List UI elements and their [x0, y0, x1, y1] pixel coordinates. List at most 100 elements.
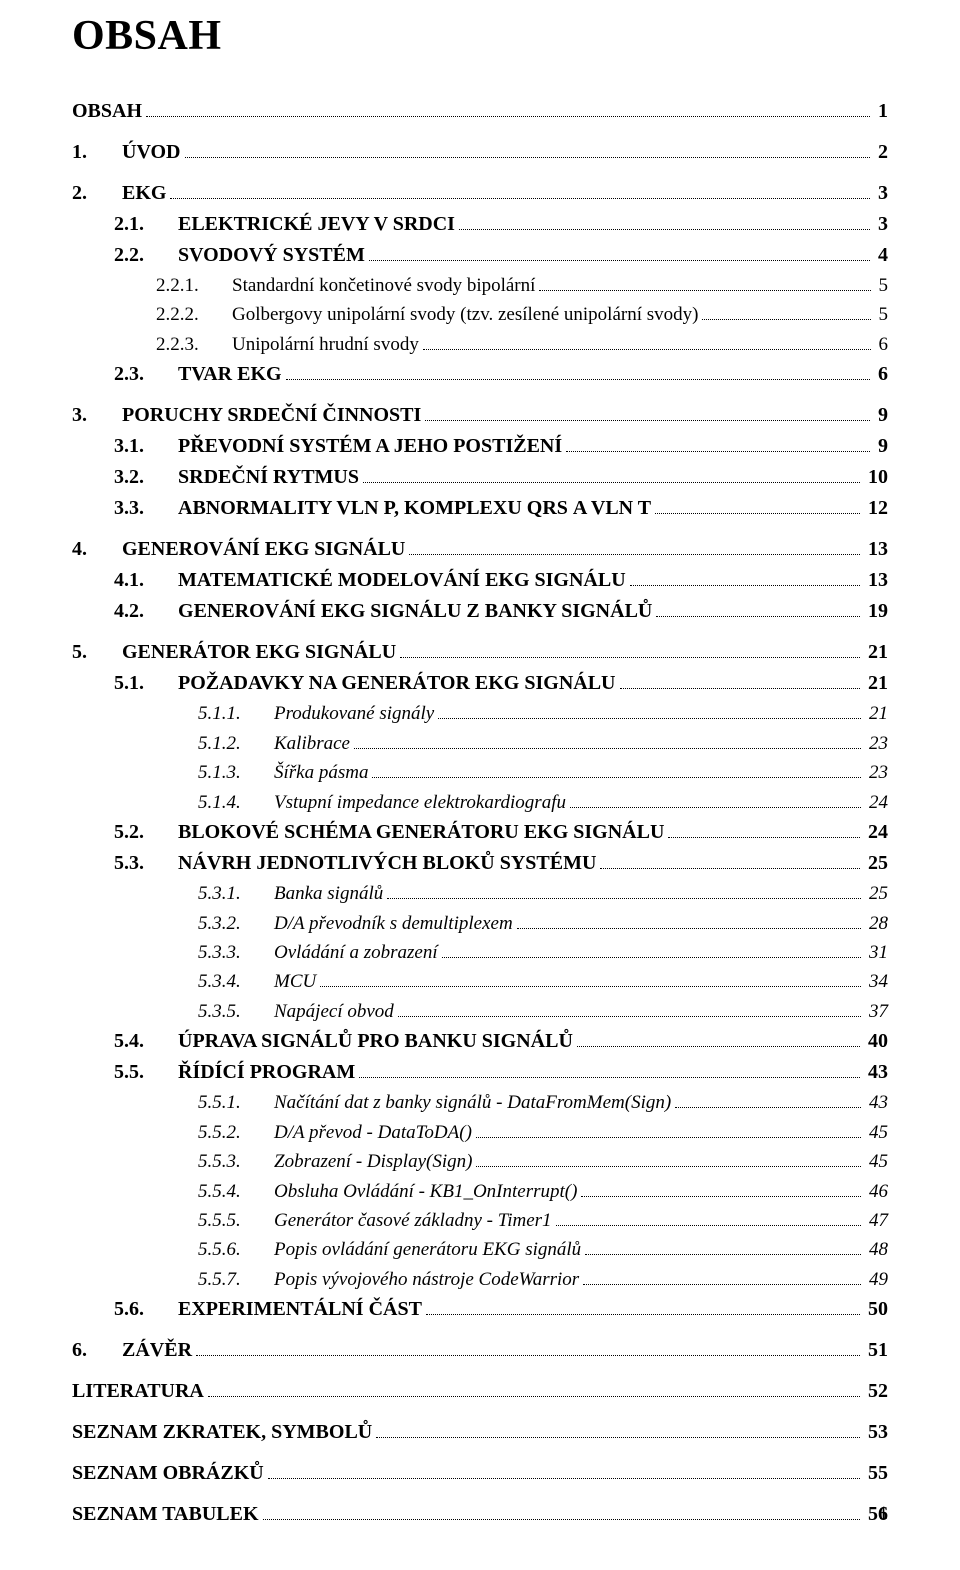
toc-entry: 5.1.POŽADAVKY NA GENERÁTOR EKG SIGNÁLU21	[114, 668, 888, 699]
toc-leader-dots	[476, 1123, 861, 1137]
toc-entry-label: EKG	[122, 178, 166, 209]
page-number: 1	[879, 1503, 889, 1525]
toc-entry-number: 5.2.	[114, 817, 178, 848]
toc-leader-dots	[409, 540, 860, 555]
page-title: OBSAH	[72, 12, 888, 60]
toc-entry-page: 13	[866, 534, 888, 565]
toc-entry-number: 5.1.4.	[198, 788, 274, 817]
toc-entry-label: PORUCHY SRDEČNÍ ČINNOSTI	[122, 400, 421, 431]
toc-entry-page: 6	[876, 359, 888, 390]
toc-leader-dots	[398, 1003, 861, 1017]
toc-entry-number: 5.6.	[114, 1294, 178, 1325]
toc-entry-label: Šířka pásma	[274, 758, 368, 787]
toc-entry-number: 2.2.1.	[156, 271, 232, 300]
toc-entry-page: 48	[867, 1235, 888, 1264]
toc-entry-number: 4.2.	[114, 596, 178, 627]
toc-entry-page: 13	[866, 565, 888, 596]
toc-entry-number: 3.	[72, 400, 122, 431]
toc-entry-page: 45	[867, 1118, 888, 1147]
toc-entry-number: 3.2.	[114, 462, 178, 493]
toc-entry-page: 45	[867, 1147, 888, 1176]
toc-entry-number: 3.3.	[114, 493, 178, 524]
toc-entry-page: 23	[867, 729, 888, 758]
toc-entry-page: 21	[867, 699, 888, 728]
toc-entry-label: SEZNAM ZKRATEK, SYMBOLŮ	[72, 1417, 372, 1448]
toc-entry-label: ÚVOD	[122, 137, 181, 168]
toc-leader-dots	[400, 643, 860, 658]
toc-entry-number: 2.1.	[114, 209, 178, 240]
toc-entry-page: 31	[867, 938, 888, 967]
toc-entry: 3.3.ABNORMALITY VLN P, KOMPLEXU QRS A VL…	[114, 493, 888, 524]
toc-leader-dots	[459, 215, 870, 230]
toc-entry-label: Standardní končetinové svody bipolární	[232, 271, 535, 300]
toc-entry-page: 49	[867, 1265, 888, 1294]
toc-entry: 2.2.1.Standardní končetinové svody bipol…	[156, 271, 888, 300]
toc-entry: 5.5.1.Načítání dat z banky signálů - Dat…	[198, 1088, 888, 1117]
toc-entry: 2.1.ELEKTRICKÉ JEVY V SRDCI3	[114, 209, 888, 240]
toc-leader-dots	[263, 1505, 860, 1520]
toc-entry: 3.1.PŘEVODNÍ SYSTÉM A JEHO POSTIŽENÍ9	[114, 431, 888, 462]
toc-entry: 5.1.3.Šířka pásma23	[198, 758, 888, 787]
toc-entry: 3.2.SRDEČNÍ RYTMUS10	[114, 462, 888, 493]
toc-entry-page: 3	[876, 178, 888, 209]
toc-entry-label: Unipolární hrudní svody	[232, 330, 419, 359]
toc-entry-label: Obsluha Ovládání - KB1_OnInterrupt()	[274, 1177, 577, 1206]
toc-entry-label: ÚPRAVA SIGNÁLŮ PRO BANKU SIGNÁLŮ	[178, 1026, 573, 1057]
toc-entry-label: POŽADAVKY NA GENERÁTOR EKG SIGNÁLU	[178, 668, 616, 699]
toc-entry-label: SVODOVÝ SYSTÉM	[178, 240, 365, 271]
toc-entry: 4.1.MATEMATICKÉ MODELOVÁNÍ EKG SIGNÁLU13	[114, 565, 888, 596]
toc-entry-number: 5.3.2.	[198, 909, 274, 938]
toc-entry-page: 2	[876, 137, 888, 168]
toc-entry-number: 2.2.	[114, 240, 178, 271]
toc-leader-dots	[369, 246, 870, 261]
toc-entry: 5.5.ŘÍDÍCÍ PROGRAM43	[114, 1057, 888, 1088]
toc-entry-number: 5.5.2.	[198, 1118, 274, 1147]
toc-entry-page: 5	[877, 300, 889, 329]
toc-entry-number: 5.1.2.	[198, 729, 274, 758]
toc-entry-page: 6	[877, 330, 889, 359]
toc-leader-dots	[476, 1153, 861, 1167]
toc-entry-number: 5.	[72, 637, 122, 668]
toc-entry-number: 5.1.	[114, 668, 178, 699]
toc-entry-number: 5.3.3.	[198, 938, 274, 967]
toc-entry-page: 52	[866, 1376, 888, 1407]
toc-entry-label: Napájecí obvod	[274, 997, 394, 1026]
toc-entry-number: 5.1.3.	[198, 758, 274, 787]
toc-entry-number: 5.3.4.	[198, 967, 274, 996]
toc-entry-number: 5.5.5.	[198, 1206, 274, 1235]
toc-leader-dots	[387, 885, 861, 899]
toc-entry: 5.4.ÚPRAVA SIGNÁLŮ PRO BANKU SIGNÁLŮ40	[114, 1026, 888, 1057]
toc-entry-label: Produkované signály	[274, 699, 434, 728]
toc-leader-dots	[539, 277, 870, 291]
toc-entry-label: D/A převod - DataToDA()	[274, 1118, 472, 1147]
toc-entry-page: 50	[866, 1294, 888, 1325]
toc-entry-label: D/A převodník s demultiplexem	[274, 909, 513, 938]
toc-entry-label: Kalibrace	[274, 729, 350, 758]
toc-entry-label: Banka signálů	[274, 879, 383, 908]
toc-entry-page: 43	[867, 1088, 888, 1117]
toc-entry-label: BLOKOVÉ SCHÉMA GENERÁTORU EKG SIGNÁLU	[178, 817, 664, 848]
toc-entry: OBSAH1	[72, 96, 888, 127]
toc-entry-page: 9	[876, 431, 888, 462]
toc-entry-label: GENEROVÁNÍ EKG SIGNÁLU Z BANKY SIGNÁLŮ	[178, 596, 652, 627]
toc-leader-dots	[581, 1182, 861, 1196]
toc-entry-number: 4.1.	[114, 565, 178, 596]
toc-entry-page: 9	[876, 400, 888, 431]
toc-entry-page: 25	[867, 879, 888, 908]
toc-entry: 5.3.NÁVRH JEDNOTLIVÝCH BLOKŮ SYSTÉMU25	[114, 848, 888, 879]
toc-leader-dots	[668, 823, 860, 838]
toc-leader-dots	[425, 406, 870, 421]
toc-entry: 5.5.4.Obsluha Ovládání - KB1_OnInterrupt…	[198, 1177, 888, 1206]
toc-entry-page: 25	[866, 848, 888, 879]
toc-entry-number: 2.2.3.	[156, 330, 232, 359]
toc-leader-dots	[286, 365, 870, 380]
toc-entry: 5.5.2.D/A převod - DataToDA() 45	[198, 1118, 888, 1147]
toc-entry-label: Popis ovládání generátoru EKG signálů	[274, 1235, 581, 1264]
toc-entry-number: 5.4.	[114, 1026, 178, 1057]
toc-entry-number: 5.5.4.	[198, 1177, 274, 1206]
toc-entry-label: MCU	[274, 967, 316, 996]
toc-leader-dots	[630, 571, 860, 586]
toc-entry-page: 24	[867, 788, 888, 817]
toc-entry-page: 28	[867, 909, 888, 938]
toc-entry-label: NÁVRH JEDNOTLIVÝCH BLOKŮ SYSTÉMU	[178, 848, 596, 879]
